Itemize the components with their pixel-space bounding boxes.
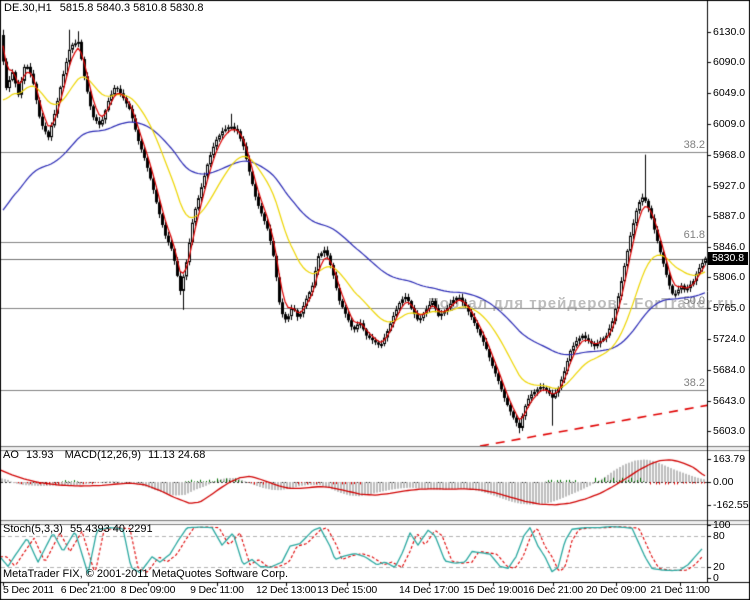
time-axis-label: 14 Dec 17:00 (398, 584, 460, 596)
time-axis-label: 6 Dec 21:00 (60, 584, 116, 596)
price-axis-label: 5684.0 (713, 364, 746, 376)
stoch-axis-label: 0 (713, 572, 719, 584)
macd-axis-label: -162.55 (713, 499, 749, 511)
stoch-values: 55.4393 40.2291 (69, 523, 153, 535)
chart-title: DE.30,H1 5815.8 5840.3 5810.8 5830.8 (4, 2, 204, 14)
time-axis-label: 8 Dec 09:00 (120, 584, 176, 596)
macd-label: MACD(12,26,9) (64, 449, 141, 461)
time-axis-label: 12 Dec 13:00 (255, 584, 317, 596)
time-axis-label: 21 Dec 11:00 (650, 584, 710, 596)
price-axis-label: 5724.0 (713, 333, 746, 345)
price-axis-label: 6049.0 (713, 87, 746, 99)
macd-axis-label: 0.00 (713, 476, 734, 488)
price-axis-label: 5968.0 (713, 149, 746, 161)
time-axis-label: 9 Dec 11:00 (190, 584, 244, 596)
price-axis-label: 5887.0 (713, 210, 746, 222)
macd-values: 11.13 24.68 (148, 449, 206, 461)
price-axis-label: 5603.0 (713, 425, 746, 437)
stoch-label: Stoch(5,3,3) (3, 523, 63, 535)
time-axis-label: 5 Dec 2011 (3, 584, 54, 596)
price-axis-label: 5846.0 (713, 241, 746, 253)
stoch-axis-label: 20 (713, 561, 725, 573)
stoch-axis-label: 80 (713, 530, 725, 542)
price-axis-label: 5806.0 (713, 271, 746, 283)
price-axis-label: 5927.0 (713, 180, 746, 192)
price-axis-label: 6130.0 (713, 26, 746, 38)
price-axis-label: 5643.0 (713, 395, 746, 407)
time-axis-label: 15 Dec 19:00 (462, 584, 524, 596)
time-axis-label: 20 Dec 09:00 (585, 584, 647, 596)
time-axis-label: 16 Dec 21:00 (522, 584, 584, 596)
price-axis-label: 5765.0 (713, 302, 746, 314)
price-axis-label: 6090.0 (713, 56, 746, 68)
copyright-line: MetaTrader FIX, © 2001-2011 MetaQuotes S… (3, 568, 289, 580)
macd-axis-label: 163.79 (713, 453, 746, 465)
time-axis-label: 13 Dec 15:00 (316, 584, 378, 596)
current-price-badge: 5830.8 (708, 252, 748, 265)
macd-panel-title: AO 13.93 MACD(12,26,9) 11.13 24.68 (3, 449, 209, 461)
symbol-timeframe-label: DE.30,H1 (4, 2, 52, 14)
ao-value: 13.93 (25, 449, 54, 461)
current-bar-ohlc: 5815.8 5840.3 5810.8 5830.8 (59, 2, 204, 14)
price-axis-label: 6009.0 (713, 118, 746, 130)
ao-label: AO (3, 449, 19, 461)
stoch-axis-label: 100 (713, 519, 731, 531)
stoch-panel-title: Stoch(5,3,3) 55.4393 40.2291 (3, 523, 157, 535)
